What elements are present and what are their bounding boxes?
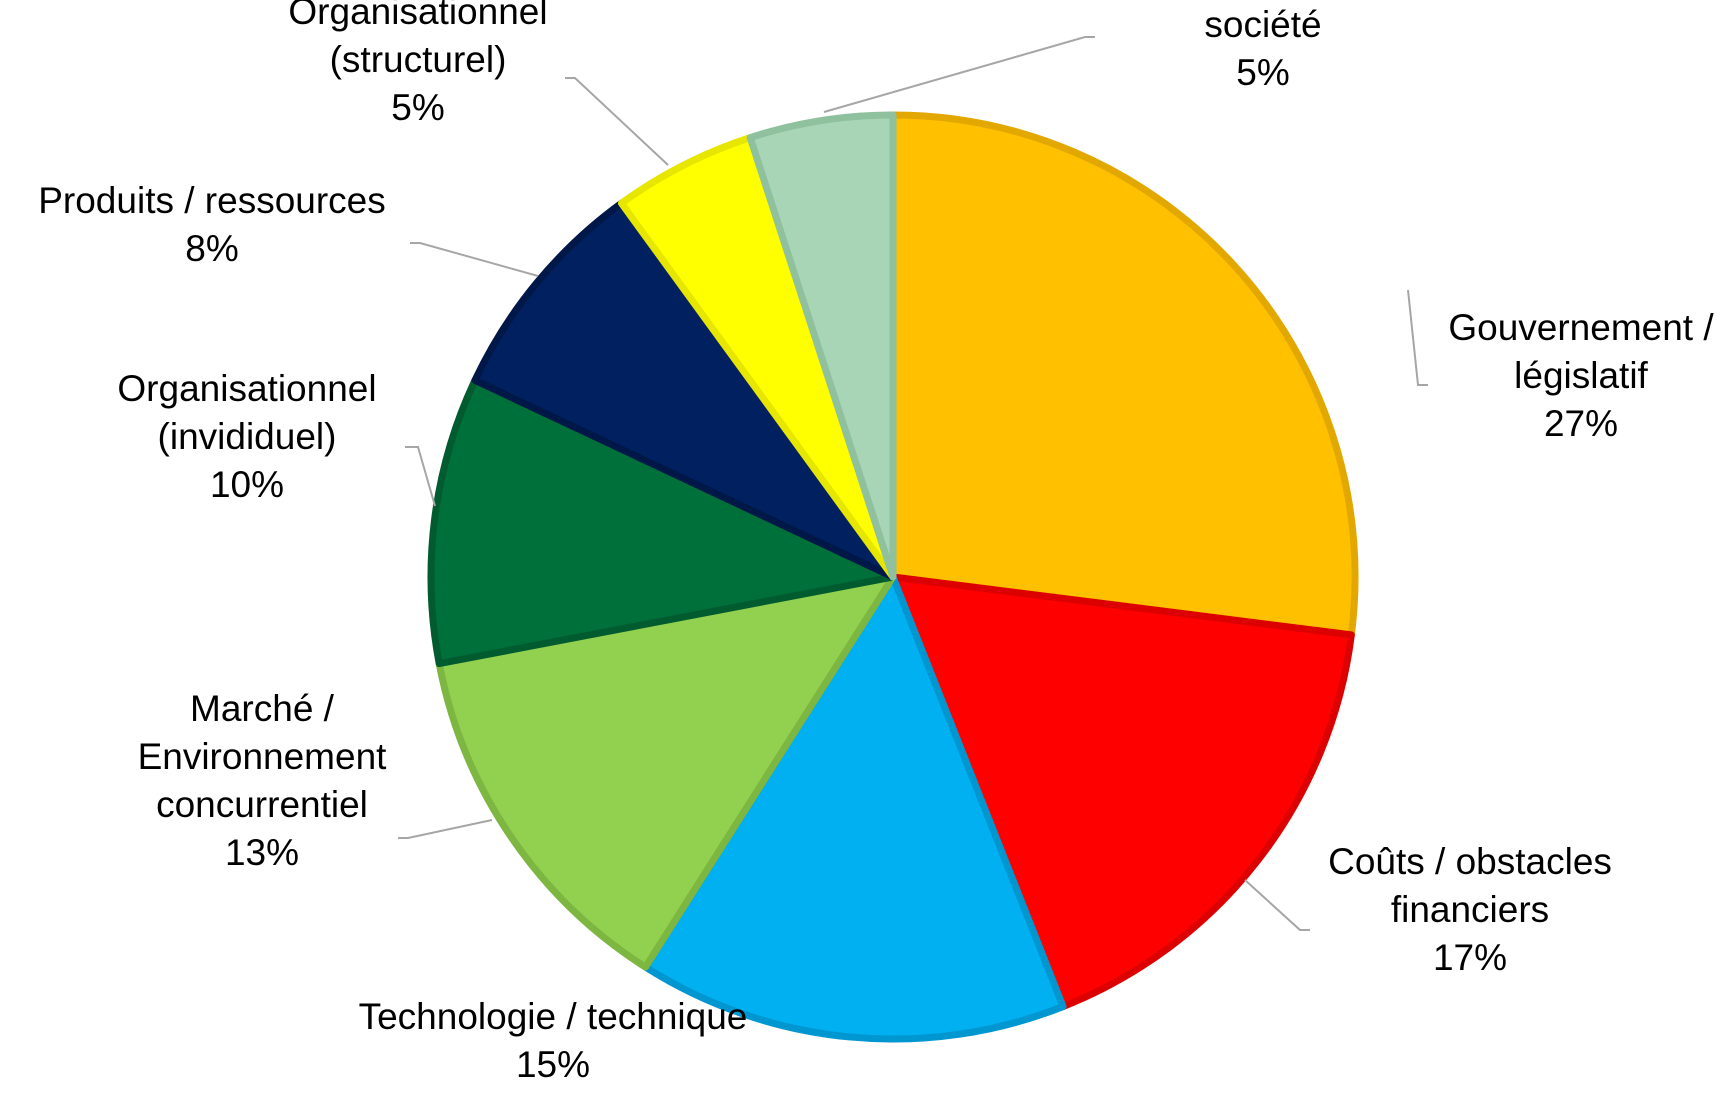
data-label-category: Environnement <box>138 736 388 777</box>
data-label-category: (structurel) <box>330 39 507 80</box>
data-label-percent: 5% <box>1236 52 1289 93</box>
labels-layer: Gouvernement / législatif 27% Coûts / obsta… <box>38 0 1714 1085</box>
pie-slice-5 <box>427 376 897 668</box>
pie-slice-4 <box>435 573 897 971</box>
data-label-percent: 27% <box>1544 403 1618 444</box>
data-label-1: Gouvernement / législatif 27% <box>1448 307 1714 444</box>
data-label-percent: 10% <box>210 464 284 505</box>
data-label-category: Produits / ressources <box>38 180 386 221</box>
data-label-category: (invididuel) <box>158 416 337 457</box>
data-label-4: Marché / Environnement concurrentiel 13% <box>138 688 388 873</box>
data-label-category: concurrentiel <box>156 784 368 825</box>
data-label-category: société <box>1204 4 1321 45</box>
leader-line-4 <box>398 819 493 839</box>
leader-lines-layer <box>398 36 1428 931</box>
leader-line-5 <box>405 446 436 507</box>
leader-line-2 <box>1244 879 1310 931</box>
leader-line-1 <box>1407 289 1428 386</box>
slices-layer <box>427 111 1359 1043</box>
data-label-category: législatif <box>1514 355 1648 396</box>
data-label-percent: 15% <box>516 1044 590 1085</box>
data-label-category: Coûts / obstacles <box>1328 841 1612 882</box>
pie-slice-8 <box>746 111 897 581</box>
data-label-category: Gouvernement / <box>1448 307 1714 348</box>
data-label-category: Organisationnel <box>288 0 547 32</box>
pie-slice-1 <box>889 111 1359 639</box>
data-label-category: Marché / <box>190 688 335 729</box>
pie-slice-3 <box>641 573 1067 1043</box>
pie-slice-2 <box>889 573 1355 1011</box>
data-label-percent: 17% <box>1433 937 1507 978</box>
data-label-percent: 13% <box>225 832 299 873</box>
data-label-6: Produits / ressources 8% <box>38 180 386 269</box>
leader-line-8 <box>823 36 1095 113</box>
data-label-category: financiers <box>1391 889 1549 930</box>
pie-slice-6 <box>471 199 897 581</box>
data-label-category: Technologie / technique <box>359 996 748 1037</box>
data-label-7: Organisationnel (structurel) 5% <box>288 0 547 128</box>
data-label-3: Technologie / technique 15% <box>359 996 748 1085</box>
leader-line-6 <box>410 242 539 277</box>
data-label-category: Organisationnel <box>117 368 376 409</box>
data-label-percent: 8% <box>185 228 238 269</box>
data-label-2: Coûts / obstacles financiers 17% <box>1328 841 1612 978</box>
data-label-percent: 5% <box>391 87 444 128</box>
data-label-5: Organisationnel (invididuel) 10% <box>117 368 376 505</box>
leader-line-7 <box>565 77 669 166</box>
